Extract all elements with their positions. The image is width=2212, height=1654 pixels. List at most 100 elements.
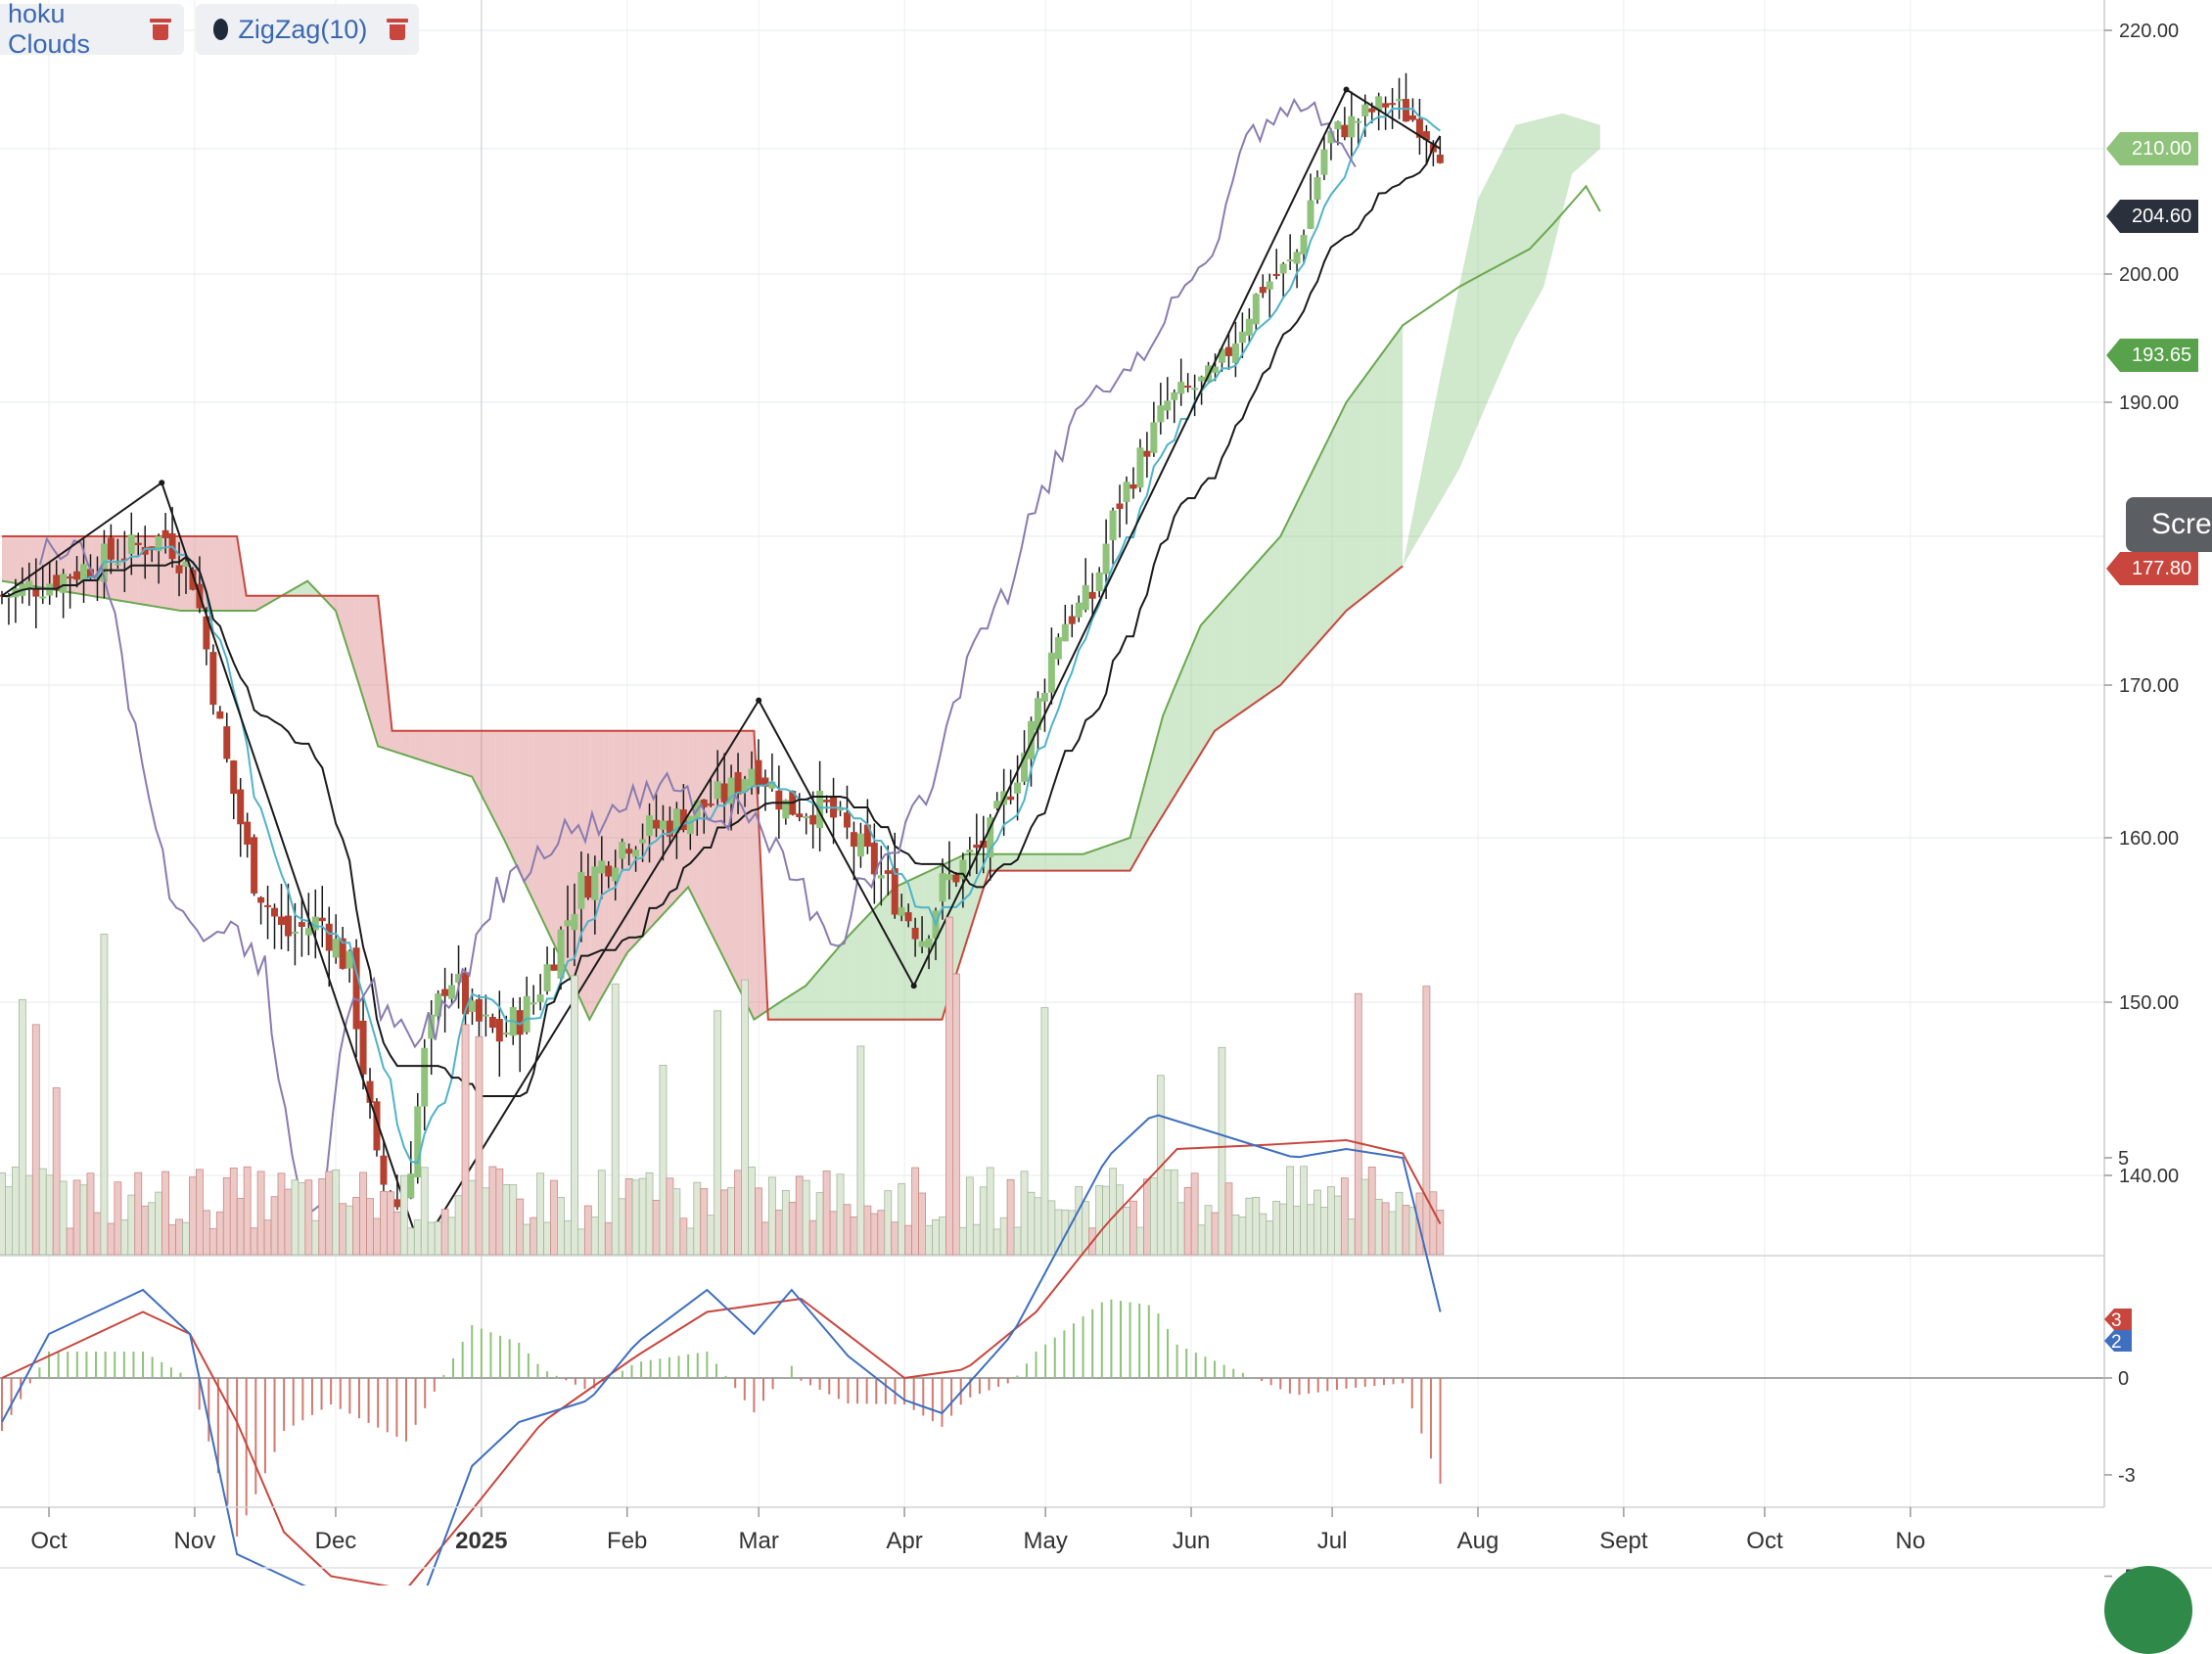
cloud-segment: [857, 921, 862, 1020]
volume-bar: [304, 1179, 313, 1256]
volume-bar: [952, 973, 960, 1256]
candle-body: [1047, 652, 1055, 693]
cloud-segment: [1289, 507, 1295, 675]
candle-body: [1150, 422, 1158, 453]
cloud-segment: [744, 730, 750, 1010]
cloud-segment: [213, 536, 218, 611]
volume-bar: [829, 1211, 838, 1256]
volume-bar: [1388, 1211, 1397, 1256]
candle-body: [973, 844, 981, 849]
candle-body: [455, 974, 463, 984]
cloud-segment: [519, 730, 525, 881]
candle-body: [346, 950, 353, 969]
candle-body: [87, 569, 95, 578]
volume-bar: [325, 1171, 334, 1256]
x-tick-label: Sept: [1599, 1528, 1648, 1554]
volume-bar: [1286, 1166, 1295, 1256]
macd-value-label: 3: [2111, 1310, 2122, 1331]
volume-bar: [659, 1065, 668, 1256]
volume-bar: [986, 1167, 994, 1256]
volume-bar: [1142, 1178, 1151, 1256]
price-tick-label: 200.00: [2119, 264, 2179, 286]
signal-line: [1, 1138, 1442, 1585]
trash-icon[interactable]: [150, 19, 172, 40]
candle-body: [1171, 391, 1178, 400]
candle-body: [748, 768, 756, 787]
volume-bar: [1156, 1075, 1165, 1256]
cloud-segment: [363, 595, 369, 716]
cloud-segment: [904, 880, 909, 1020]
candle-body: [714, 781, 721, 800]
cloud-segment: [1186, 648, 1192, 777]
cloud-segment: [861, 916, 867, 1020]
cloud-segment: [777, 1000, 783, 1020]
cloud-segment: [1163, 704, 1169, 815]
candle-body: [277, 916, 285, 925]
cloud-segment: [1379, 350, 1384, 585]
volume-bar: [256, 1171, 265, 1256]
volume-bar: [604, 1221, 613, 1256]
volume-bar: [863, 1205, 872, 1256]
volume-bar: [311, 1219, 320, 1256]
indicator-chip-zigzag[interactable]: ZigZag(10): [196, 4, 419, 55]
cloud-segment: [631, 730, 637, 948]
volume-bar: [107, 1222, 115, 1256]
candle-body: [619, 842, 626, 859]
candle-body: [523, 995, 530, 1033]
cloud-segment: [1233, 583, 1239, 718]
candle-body: [1272, 273, 1280, 277]
candle-body: [203, 616, 210, 650]
candle-body: [216, 711, 224, 719]
price-chart[interactable]: 220.00 200.00 190.00 170.00 160.00 150.00 140.…: [0, 0, 2212, 1585]
candle-body: [877, 875, 885, 879]
candle-body: [257, 896, 265, 903]
candle-body: [311, 916, 319, 931]
volume-bar: [1129, 1200, 1137, 1256]
trash-icon[interactable]: [387, 19, 409, 40]
cloud-segment: [739, 730, 745, 1000]
volume-bar: [222, 1176, 231, 1256]
volume-bar: [447, 1217, 456, 1256]
cloud-segment: [1036, 853, 1041, 871]
cloud-segment: [1007, 853, 1013, 871]
volume-bar: [243, 1166, 252, 1256]
cloud-segment: [749, 730, 755, 1020]
cloud-segment: [1111, 843, 1117, 871]
cloud-segment: [1191, 636, 1196, 769]
volume-bar: [992, 1228, 1001, 1256]
candle-body: [1422, 131, 1430, 141]
volume-bar: [932, 1218, 940, 1256]
volume-bar: [1374, 1199, 1383, 1256]
chat-bubble-icon[interactable]: [2104, 1566, 2192, 1654]
cloud-segment: [504, 730, 510, 851]
candle-body: [251, 837, 258, 894]
volume-bar: [666, 1177, 674, 1256]
x-tick-label: May: [1023, 1528, 1067, 1554]
volume-bar: [965, 1176, 974, 1256]
volume-bar: [767, 1176, 776, 1256]
candle-body: [1095, 572, 1103, 592]
volume-bar: [1320, 1207, 1328, 1256]
volume-bar: [972, 1223, 981, 1256]
volume-bar: [229, 1168, 238, 1256]
candle-body: [1088, 591, 1096, 599]
volume-bar: [1075, 1186, 1083, 1256]
cloud-segment: [1322, 440, 1328, 638]
x-tick-label: Jul: [1317, 1528, 1348, 1554]
candle-body: [107, 537, 115, 560]
volume-bar: [850, 1217, 858, 1256]
candle-body: [1320, 149, 1328, 175]
volume-bar: [495, 1168, 504, 1256]
candle-body: [993, 801, 1001, 809]
volume-bar: [1313, 1189, 1321, 1256]
candle-body: [870, 842, 878, 875]
price-tag-span-b: 177.80: [2106, 552, 2198, 586]
indicator-chip-ichimoku[interactable]: hoku Clouds: [0, 0, 184, 59]
screen-button[interactable]: Scre: [2126, 497, 2212, 552]
volume-bar: [1436, 1210, 1445, 1256]
cloud-segment: [1398, 325, 1404, 571]
volume-bar: [1238, 1217, 1247, 1256]
cloud-segment: [1059, 853, 1065, 871]
x-tick-label: Feb: [607, 1528, 647, 1554]
volume-bar: [1245, 1197, 1254, 1256]
